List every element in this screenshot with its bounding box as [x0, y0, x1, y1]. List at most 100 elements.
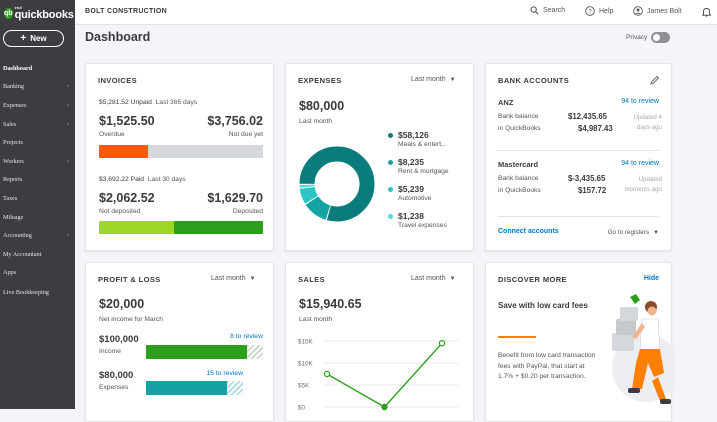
sales-period-dropdown[interactable]: Last month ▼: [411, 275, 456, 282]
qb-balance-label: in QuickBooks: [498, 125, 541, 132]
sidebar-item-accounting[interactable]: Accounting ›: [0, 226, 75, 245]
income-label: Income: [99, 348, 121, 355]
sales-point[interactable]: [438, 339, 446, 347]
bank-balance-value: $12,435.65: [568, 112, 608, 121]
sidebar-item-projects[interactable]: Projects: [0, 133, 75, 152]
expenses-donut-chart[interactable]: [296, 143, 378, 225]
sidebar-item-label: Taxes: [3, 194, 18, 202]
new-button[interactable]: + New: [3, 30, 64, 47]
chevron-right-icon: ›: [66, 120, 69, 128]
income-review-link[interactable]: 8 to review: [230, 333, 263, 340]
sidebar-item-sales[interactable]: Sales ›: [0, 115, 75, 134]
page-title: Dashboard: [85, 30, 151, 44]
profit-loss-period-dropdown[interactable]: Last month ▼: [211, 275, 256, 282]
income-review-bar[interactable]: [247, 345, 263, 359]
notifications-button[interactable]: [702, 7, 715, 17]
qb-balance-label: in QuickBooks: [498, 187, 541, 194]
search-label: Search: [543, 7, 566, 14]
sales-total: $15,940.65: [299, 297, 362, 311]
sidebar-item-label: Dashboard: [3, 64, 33, 72]
sidebar-item-label: Projects: [3, 139, 23, 147]
sidebar-item-workers[interactable]: Workers ›: [0, 152, 75, 171]
expenses-review-bar[interactable]: [227, 381, 243, 395]
discover-body: Benefit from low card transaction fees w…: [498, 352, 596, 380]
y-tick-label: $15K: [298, 339, 314, 346]
bank-account-name[interactable]: ANZ: [498, 98, 514, 107]
sidebar-item-live-bookkeeping[interactable]: Live Bookkeeping: [0, 282, 75, 304]
expenses-label: Expenses: [99, 384, 129, 391]
overdue-value: $1,525.50: [99, 114, 155, 128]
qb-balance-value: $4,987.43: [578, 124, 613, 133]
qb-balance-value: $157.72: [578, 186, 607, 195]
donut-slice[interactable]: [299, 146, 375, 222]
topbar: BOLT CONSTRUCTION Search ? Help James Bo…: [75, 0, 717, 25]
discover-more-card: DISCOVER MORE Hide Save with low card fe…: [485, 262, 674, 422]
bank-review-link[interactable]: 94 to review: [621, 160, 659, 167]
caret-down-icon: ▼: [449, 276, 456, 282]
sidebar-item-label: Live Bookkeeping: [3, 289, 49, 297]
y-tick-label: $5K: [298, 383, 310, 390]
sidebar-item-my-accountant[interactable]: My Accountant: [0, 245, 75, 264]
deposited-label: Deposited: [232, 208, 263, 215]
sidebar-item-label: Reports: [3, 176, 23, 184]
paid-amount: $3,692.22 Paid: [99, 176, 144, 183]
quickbooks-logo[interactable]: qb intuit quickbooks: [0, 0, 75, 22]
user-menu[interactable]: James Bolt: [633, 6, 682, 16]
deposited-value: $1,629.70: [207, 191, 263, 205]
sales-line-chart[interactable]: $15K $10K $5K $0: [294, 333, 469, 418]
sidebar-item-banking[interactable]: Banking ›: [0, 78, 75, 97]
notdeposited-label: Not deposited: [99, 208, 141, 215]
connect-accounts-link[interactable]: Connect accounts: [498, 228, 559, 235]
legend-dot: [388, 187, 393, 192]
svg-text:?: ?: [588, 9, 592, 15]
pencil-icon[interactable]: [649, 75, 660, 86]
sidebar-item-expenses[interactable]: Expenses ›: [0, 96, 75, 115]
legend-value[interactable]: $58,126: [398, 130, 429, 140]
sidebar-item-apps[interactable]: Apps: [0, 264, 75, 283]
legend-value[interactable]: $8,235: [398, 157, 424, 167]
sales-period-label: Last month: [411, 275, 446, 282]
expenses-review-link[interactable]: 15 to review: [206, 370, 243, 377]
bank-account-name[interactable]: Mastercard: [498, 160, 539, 169]
sales-card: SALES Last month ▼ $15,940.65 Last month …: [285, 262, 474, 422]
privacy-toggle[interactable]: Privacy: [626, 32, 671, 43]
bank-balance-label: Bank balance: [498, 113, 539, 120]
hide-link[interactable]: Hide: [643, 275, 659, 282]
legend-value[interactable]: $5,239: [398, 184, 424, 194]
privacy-switch[interactable]: [651, 32, 671, 43]
overdue-label: Overdue: [99, 131, 125, 138]
net-income-label: Net income for March: [99, 316, 163, 323]
notdeposited-value: $2,062.52: [99, 191, 155, 205]
bank-accounts-title: BANK ACCOUNTS: [498, 76, 570, 85]
company-name: BOLT CONSTRUCTION: [85, 8, 167, 15]
legend-value[interactable]: $1,238: [398, 211, 424, 221]
sales-point[interactable]: [323, 370, 331, 378]
legend-label: Meals & entert...: [398, 141, 447, 148]
deposited-bar[interactable]: [174, 221, 263, 234]
expenses-period-dropdown[interactable]: Last month ▼: [411, 76, 456, 83]
logo-wordmark: intuit quickbooks: [14, 5, 74, 21]
expenses-total-label: Last month: [299, 118, 333, 125]
expenses-title: EXPENSES: [298, 76, 342, 85]
income-bar[interactable]: [146, 345, 247, 359]
overdue-bar[interactable]: [99, 145, 148, 158]
go-to-registers-dropdown[interactable]: Go to registers ▼: [608, 229, 659, 236]
notdeposited-bar[interactable]: [99, 221, 174, 234]
sidebar-item-mileage[interactable]: Mileage: [0, 208, 75, 227]
help-button[interactable]: ? Help: [585, 6, 613, 16]
bank-balance-label: Bank balance: [498, 175, 539, 182]
expenses-value: $80,000: [99, 370, 134, 381]
bank-review-link[interactable]: 94 to review: [621, 98, 659, 105]
sidebar-item-reports[interactable]: Reports: [0, 171, 75, 190]
caret-down-icon: ▼: [653, 230, 659, 236]
income-value: $100,000: [99, 334, 139, 345]
y-tick-label: $10K: [298, 361, 314, 368]
expenses-bar[interactable]: [146, 381, 227, 395]
plus-icon: +: [20, 33, 27, 44]
search-button[interactable]: Search: [530, 6, 565, 15]
sidebar-item-dashboard[interactable]: Dashboard: [0, 59, 75, 78]
caret-down-icon: ▼: [249, 276, 256, 282]
sidebar-item-taxes[interactable]: Taxes: [0, 189, 75, 208]
discover-divider: [498, 336, 536, 338]
